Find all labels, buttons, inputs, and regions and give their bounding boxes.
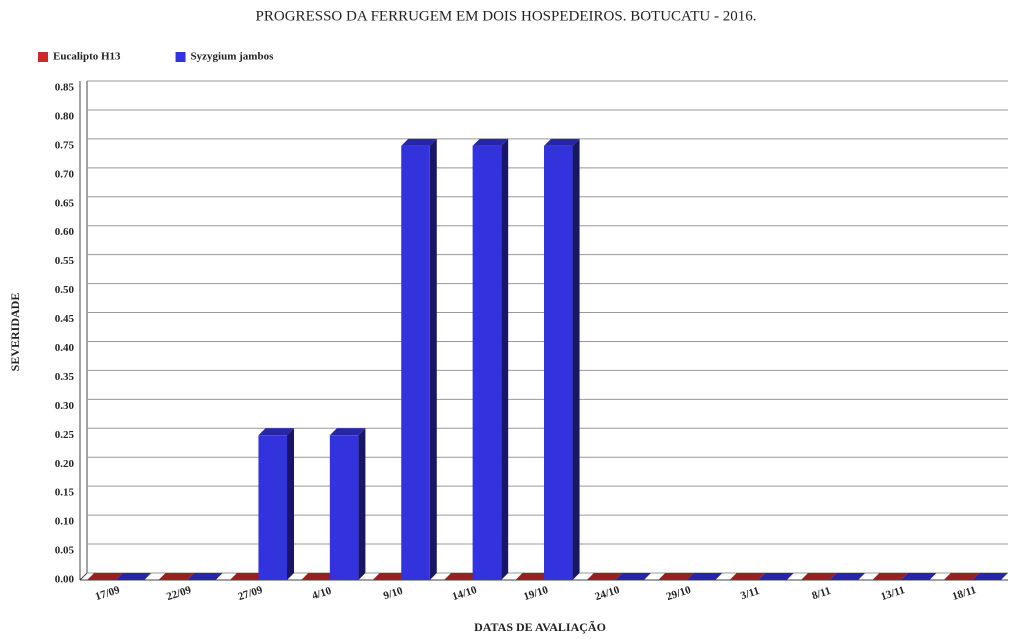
y-tick-label: 0.85 <box>55 82 75 94</box>
bar-top <box>829 573 866 580</box>
x-tick-label: 19/10 <box>522 584 550 603</box>
x-axis-title: DATAS DE AVALIAÇÃO <box>474 620 606 634</box>
bar-top <box>444 573 480 580</box>
bar <box>258 435 288 580</box>
y-tick-label: 0.55 <box>55 255 75 267</box>
y-tick-label: 0.70 <box>55 168 75 180</box>
bar-side <box>287 428 295 580</box>
bar-top <box>158 573 195 580</box>
x-tick-label: 17/09 <box>94 584 122 603</box>
bar-top <box>515 573 551 580</box>
y-tick-label: 0.45 <box>55 313 75 325</box>
bar-top <box>758 573 794 580</box>
bar <box>472 145 502 580</box>
x-tick-label: 13/11 <box>879 584 906 603</box>
bar-top <box>115 573 152 580</box>
y-tick-label: 0.20 <box>55 458 75 470</box>
y-tick-label: 0.75 <box>55 139 75 151</box>
bar-top <box>972 573 1008 580</box>
bar-top <box>900 573 937 580</box>
x-tick-label: 3/11 <box>739 585 761 602</box>
x-tick-label: 4/10 <box>311 585 334 603</box>
y-tick-label: 0.05 <box>55 545 75 557</box>
bar-top <box>658 573 694 580</box>
bar <box>544 145 573 580</box>
bar <box>401 145 430 580</box>
bar-top <box>229 573 266 580</box>
y-tick-label: 0.40 <box>55 342 75 354</box>
bar <box>329 435 359 580</box>
y-tick-label: 0.80 <box>55 110 75 122</box>
bar-top <box>586 573 623 580</box>
x-tick-label: 8/11 <box>811 585 833 602</box>
bar-top <box>872 573 908 580</box>
legend-swatch <box>38 52 48 62</box>
x-tick-label: 14/10 <box>451 584 479 603</box>
bar-top <box>800 573 837 580</box>
x-tick-label: 27/09 <box>237 584 265 603</box>
bar-top <box>187 573 223 580</box>
bar-side <box>501 138 509 580</box>
bar-top <box>686 573 723 580</box>
bar-side <box>358 428 366 580</box>
bar-top <box>729 573 766 580</box>
bar-top <box>87 573 123 580</box>
x-tick-label: 29/10 <box>665 584 693 603</box>
x-tick-label: 22/09 <box>165 584 193 603</box>
bar-top <box>258 428 295 436</box>
y-tick-label: 0.60 <box>55 226 75 238</box>
y-tick-label: 0.65 <box>55 197 75 209</box>
back-wall <box>79 81 88 581</box>
x-tick-label: 24/10 <box>593 584 621 603</box>
legend-swatch <box>175 52 186 62</box>
bar-top <box>401 138 437 146</box>
x-tick-label: 9/10 <box>382 585 405 603</box>
y-tick-label: 0.50 <box>55 284 75 296</box>
bar-side <box>572 138 580 580</box>
bar-side <box>429 138 437 580</box>
y-tick-label: 0.30 <box>55 400 75 412</box>
bar-top <box>615 573 651 580</box>
bar-top <box>943 573 980 580</box>
y-tick-label: 0.10 <box>55 516 75 528</box>
bar-top <box>544 138 580 146</box>
bar-top <box>329 428 366 436</box>
chart-title: PROGRESSO DA FERRUGEM EM DOIS HOSPEDEIRO… <box>256 8 757 24</box>
bar-top <box>301 573 337 580</box>
y-tick-label: 0.25 <box>55 429 75 441</box>
y-tick-label: 0.35 <box>55 371 75 383</box>
y-axis-title: SEVERIDADE <box>8 293 22 372</box>
y-tick-label: 0.15 <box>55 487 75 499</box>
bar-top <box>372 573 409 580</box>
bar-top <box>472 138 509 146</box>
legend-label: Eucalipto H13 <box>53 51 121 63</box>
y-tick-label: 0.00 <box>55 574 75 586</box>
legend-label: Syzygium jambos <box>191 51 275 63</box>
x-tick-label: 18/11 <box>951 584 978 603</box>
